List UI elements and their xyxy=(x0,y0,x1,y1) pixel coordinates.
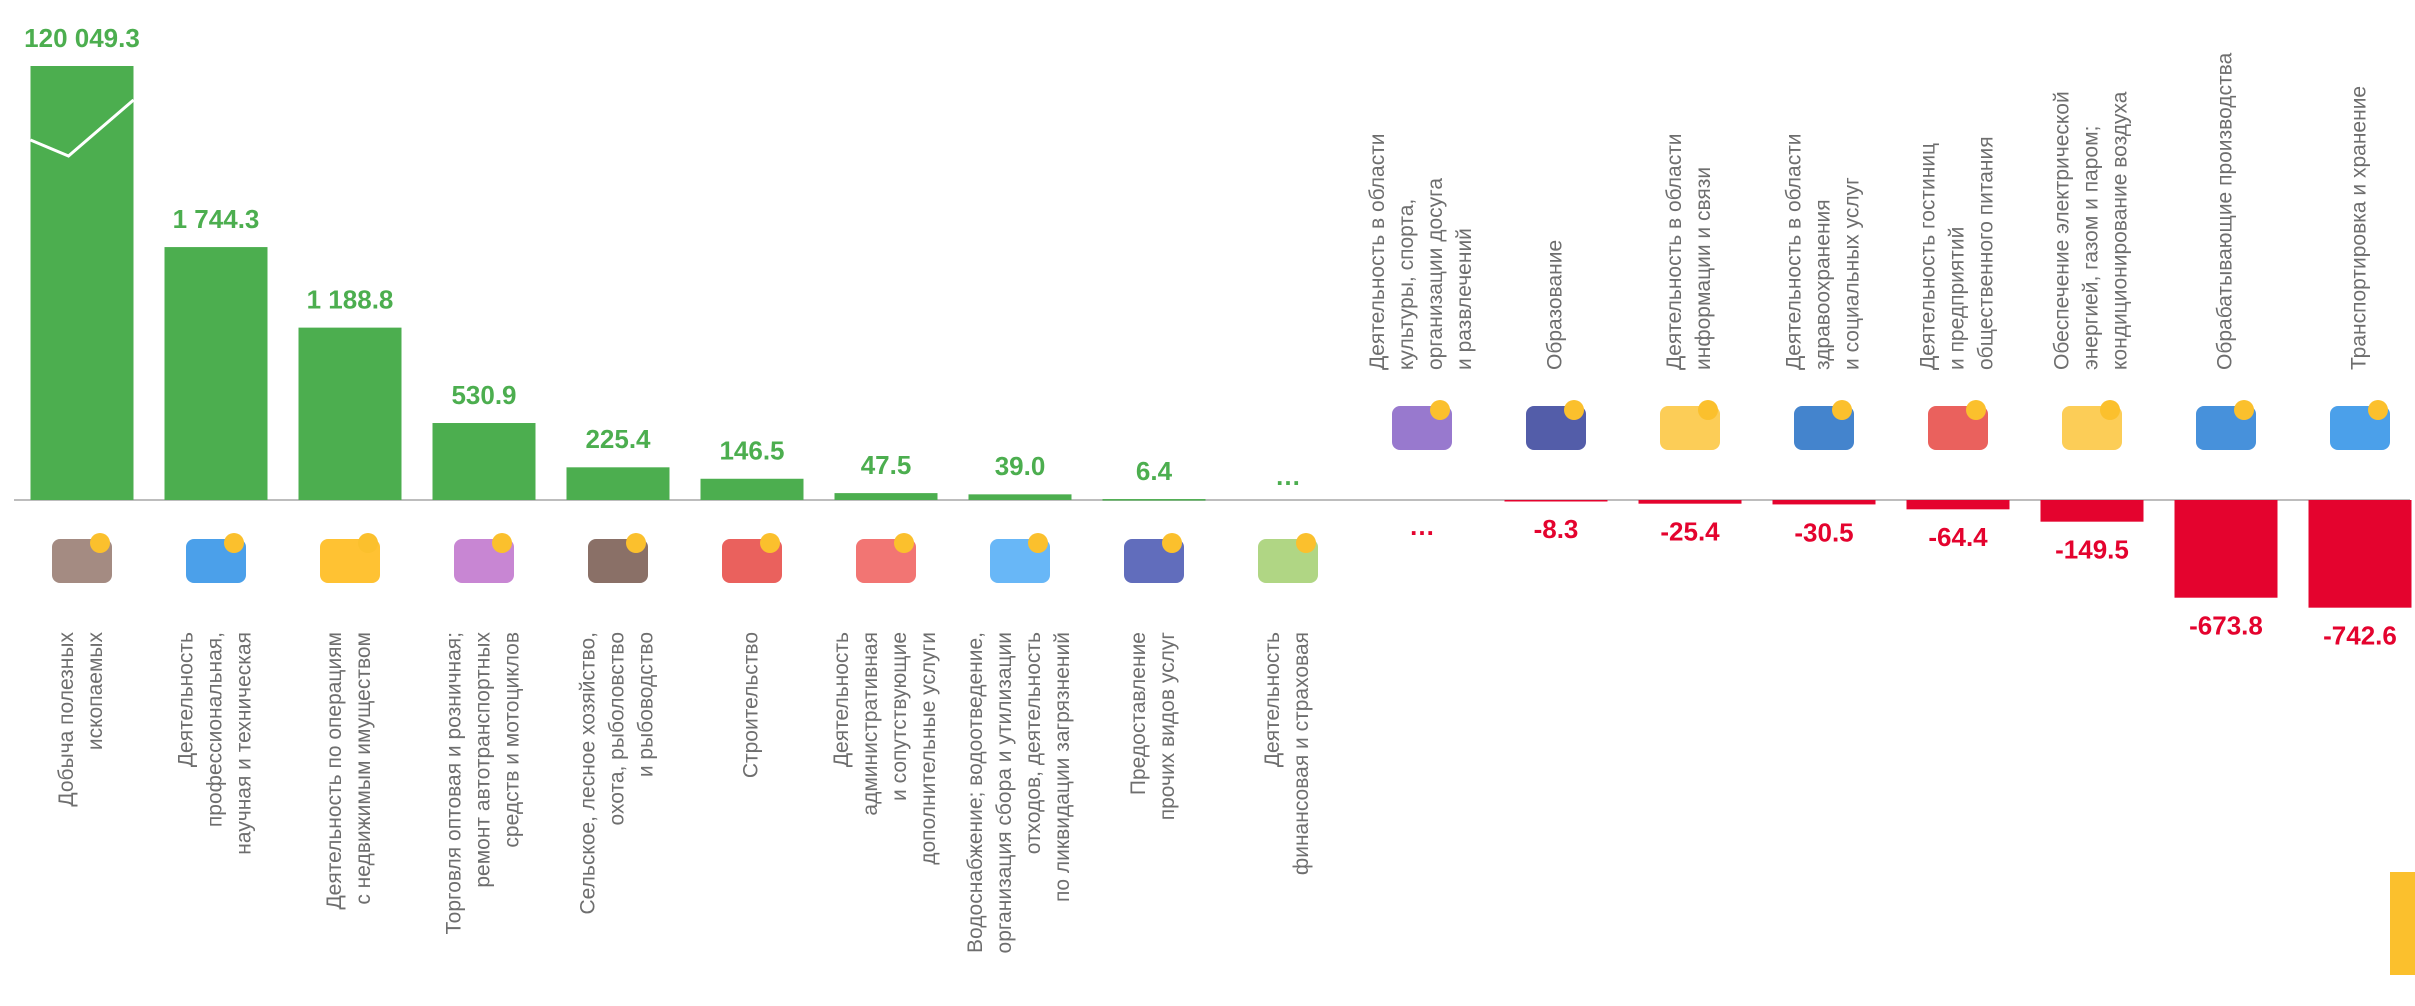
category-label: энергией, газом и паром; xyxy=(2080,126,2103,370)
icon xyxy=(90,533,110,553)
category-label: Деятельность xyxy=(830,632,853,767)
bar xyxy=(1907,500,2010,509)
category-label: Обрабатывающие производства xyxy=(2214,52,2237,370)
value-label: 530.9 xyxy=(451,380,516,410)
category-label: Водоснабжение; водоотведение, xyxy=(964,632,987,953)
category-label: профессиональная, xyxy=(204,632,227,827)
icon xyxy=(1296,533,1316,553)
category-label: Деятельность в области xyxy=(1366,133,1389,370)
value-label: -149.5 xyxy=(2055,535,2129,565)
icon xyxy=(492,533,512,553)
bar xyxy=(1773,500,1876,504)
category-label: Деятельность гостиниц xyxy=(1917,143,1940,370)
value-label: 1 744.3 xyxy=(173,204,260,234)
bar xyxy=(701,479,804,500)
category-label: Добыча полезных xyxy=(55,632,78,807)
value-label: … xyxy=(1275,461,1301,491)
category-label: Образование xyxy=(1544,240,1567,370)
category-label: научная и техническая xyxy=(233,632,256,855)
category-label: общественного питания xyxy=(1975,136,1998,370)
icon xyxy=(1028,533,1048,553)
category-label: административная xyxy=(859,632,882,816)
bar xyxy=(165,247,268,500)
icon xyxy=(1832,400,1852,420)
category-label: и сопутствующие xyxy=(888,632,911,801)
category-label: Деятельность в области xyxy=(1663,133,1686,370)
value-label: 225.4 xyxy=(585,424,651,454)
decoration xyxy=(2390,872,2415,975)
category-label: по ликвидации загрязнений xyxy=(1051,632,1074,902)
category-label: охота, рыболовство xyxy=(606,632,629,825)
category-label: информации и связи xyxy=(1692,167,1715,370)
icon xyxy=(626,533,646,553)
category-label: ремонт автотранспортных xyxy=(472,632,495,888)
category-label: Предоставление xyxy=(1127,632,1150,795)
value-label: -64.4 xyxy=(1928,522,1988,552)
icon xyxy=(1564,400,1584,420)
category-label: Деятельность по операциям xyxy=(323,632,346,910)
category-label: Деятельность xyxy=(1261,632,1284,767)
category-label: кондиционирование воздуха xyxy=(2109,91,2132,370)
value-label: -8.3 xyxy=(1534,514,1579,544)
value-label: -30.5 xyxy=(1794,517,1853,547)
bar xyxy=(2175,500,2278,598)
bar xyxy=(835,493,938,500)
value-label: 47.5 xyxy=(861,450,912,480)
bar xyxy=(31,66,134,500)
category-label: организация сбора и утилизации xyxy=(993,632,1016,953)
category-label: средств и мотоциклов xyxy=(501,632,524,848)
category-label: ископаемых xyxy=(84,632,107,751)
page: 120 049.3 Добыча полезных ископаемых 1 744.… xyxy=(0,0,2415,1006)
category-label: и социальных услуг xyxy=(1841,177,1864,370)
category-label: с недвижимым имуществом xyxy=(352,632,375,905)
value-label: 120 049.3 xyxy=(24,23,140,53)
bar xyxy=(2041,500,2144,522)
icon xyxy=(760,533,780,553)
category-label: Строительство xyxy=(740,632,763,778)
category-label: культуры, спорта, xyxy=(1395,199,1418,370)
icon xyxy=(358,533,378,553)
icon xyxy=(2234,400,2254,420)
bar xyxy=(1505,500,1608,502)
value-label: 6.4 xyxy=(1136,456,1173,486)
category-label: Торговля оптовая и розничная; xyxy=(443,632,466,935)
category-label: организации досуга xyxy=(1424,178,1447,370)
bar xyxy=(567,467,670,500)
category-label: и развлечений xyxy=(1453,228,1476,370)
category-label: и предприятий xyxy=(1946,227,1969,370)
value-label: 146.5 xyxy=(719,436,784,466)
icon xyxy=(2368,400,2388,420)
chart: 120 049.3 Добыча полезных ископаемых 1 744.… xyxy=(0,0,2415,1006)
bar xyxy=(1639,500,1742,504)
category-label: прочих видов услуг xyxy=(1156,632,1179,821)
category-label: здравоохранения xyxy=(1812,199,1835,370)
icon xyxy=(1966,400,1986,420)
category-label: Транспортировка и хранение xyxy=(2348,86,2371,370)
value-label: 1 188.8 xyxy=(307,284,394,314)
value-label: -673.8 xyxy=(2189,611,2263,641)
category-label: Сельское, лесное хозяйство, xyxy=(577,632,600,915)
bar xyxy=(969,494,1072,500)
value-label: 39.0 xyxy=(995,451,1046,481)
icon xyxy=(1162,533,1182,553)
category-label: Деятельность xyxy=(175,632,198,767)
bar xyxy=(433,423,536,500)
category-label: и рыбоводство xyxy=(635,632,658,777)
category-label: финансовая и страховая xyxy=(1290,632,1313,875)
value-label: -25.4 xyxy=(1660,517,1720,547)
icon xyxy=(224,533,244,553)
category-label: отходов, деятельность xyxy=(1022,632,1045,854)
bar xyxy=(2309,500,2412,608)
icon xyxy=(1698,400,1718,420)
bar xyxy=(1103,499,1206,501)
category-label: Обеспечение электрической xyxy=(2051,91,2074,370)
icon xyxy=(2100,400,2120,420)
icon xyxy=(894,533,914,553)
value-label: -742.6 xyxy=(2323,621,2397,651)
bar xyxy=(299,328,402,500)
icon xyxy=(1430,400,1450,420)
category-label: дополнительные услуги xyxy=(917,632,940,865)
value-label: … xyxy=(1409,511,1435,541)
category-label: Деятельность в области xyxy=(1783,133,1806,370)
